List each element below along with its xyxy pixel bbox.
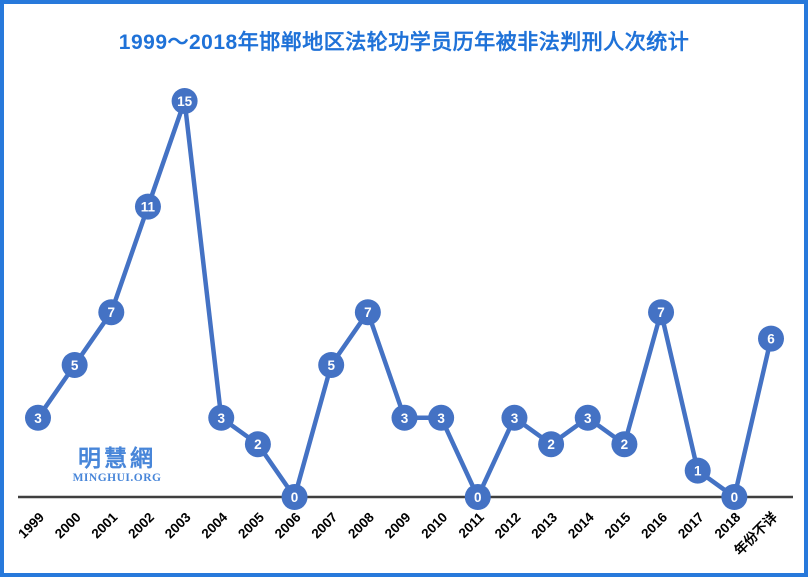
data-line: [35, 98, 774, 500]
data-point-value-label: 3: [437, 411, 445, 426]
data-point-marker: [134, 193, 161, 220]
data-point-value-label: 0: [291, 490, 299, 505]
data-point-value-label: 0: [731, 490, 739, 505]
x-axis-tick-label: 1999: [15, 510, 47, 542]
x-axis-tick-label: 2016: [638, 509, 670, 541]
data-point-marker: [354, 299, 381, 326]
x-axis-tick-label: 2012: [492, 510, 524, 542]
data-point-value-label: 2: [621, 437, 629, 452]
data-point-marker: [208, 404, 235, 431]
data-point-marker: [501, 404, 528, 431]
data-point-marker: [25, 404, 51, 431]
x-axis-tick-label: 2008: [345, 509, 377, 541]
data-point-value-label: 2: [547, 437, 555, 452]
data-point-marker: [648, 299, 675, 326]
data-point-marker: [391, 404, 418, 431]
data-point-value-label: 3: [401, 411, 409, 426]
x-axis-tick-label: 2005: [235, 509, 267, 541]
x-axis-tick-label: 2003: [162, 509, 194, 541]
x-axis-tick-label: 2004: [199, 509, 231, 541]
x-axis-tick-label: 2014: [565, 509, 597, 541]
x-axis-tick-label: 2013: [528, 509, 560, 541]
data-point-value-label: 15: [177, 94, 193, 109]
data-point-marker: [574, 404, 601, 431]
x-axis-tick-label: 2001: [89, 509, 121, 541]
data-point-marker: [721, 484, 748, 510]
data-point-value-label: 1: [694, 464, 702, 479]
data-point-marker: [428, 404, 455, 431]
data-point-marker: [538, 431, 565, 458]
data-point-value-label: 3: [584, 411, 592, 426]
x-axis-tick-label: 2006: [272, 509, 304, 541]
data-point-value-label: 5: [71, 358, 79, 373]
x-axis-tick-label: 2010: [418, 510, 450, 542]
data-point-value-label: 3: [217, 411, 225, 426]
data-point-marker: [281, 484, 308, 510]
data-point-marker: [61, 352, 88, 378]
minghui-watermark: 明慧網 MINGHUI.ORG: [62, 447, 172, 485]
minghui-logo-cjk: 明慧網: [78, 445, 156, 471]
data-point-marker: [318, 352, 345, 378]
data-point-value-label: 7: [657, 305, 665, 320]
x-axis-tick-label: 2017: [675, 510, 707, 542]
x-axis-tick-label: 2002: [125, 510, 157, 542]
x-axis-tick-label: 2015: [602, 509, 634, 541]
data-point-value-label: 3: [34, 411, 42, 426]
data-point-value-label: 6: [767, 332, 775, 347]
data-point-marker: [98, 299, 125, 326]
data-point-marker: [244, 431, 271, 458]
x-axis-tick-label: 2011: [456, 509, 488, 541]
data-point-value-label: 5: [327, 358, 335, 373]
chart-title: 1999～2018年邯郸地区法轮功学员历年被非法判刑人次统计: [118, 31, 690, 54]
data-point-value-label: 7: [364, 305, 372, 320]
x-axis-tick-label: 2009: [382, 510, 414, 542]
data-point-marker: [684, 457, 711, 484]
data-point-value-label: 7: [108, 305, 116, 320]
data-point-marker: [611, 431, 638, 458]
data-point-marker: [758, 325, 784, 352]
data-point-value-label: 2: [254, 437, 262, 452]
data-point-value-label: 0: [474, 490, 482, 505]
data-point-marker: [171, 88, 198, 114]
data-point-marker: [464, 484, 491, 510]
x-axis-tick-label: 2018: [712, 509, 744, 541]
x-axis-tick-label: 2000: [52, 510, 84, 542]
data-point-value-label: 3: [511, 411, 519, 426]
data-point-value-label: 11: [141, 200, 156, 215]
x-axis-tick-label: 2007: [308, 510, 340, 542]
minghui-logo-latin: MINGHUI.ORG: [72, 472, 162, 484]
